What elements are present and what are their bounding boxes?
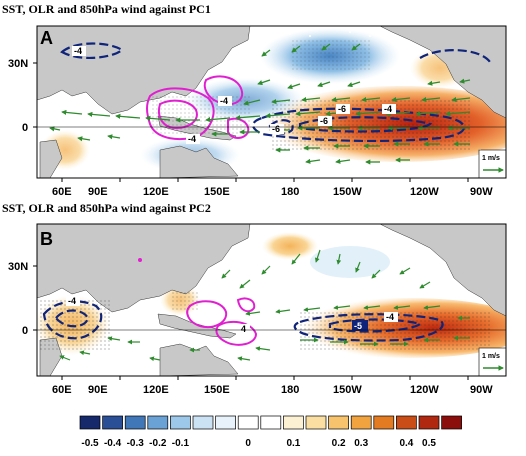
- lat-tick-label: 30N: [8, 261, 28, 273]
- colorbar-box: [215, 415, 236, 430]
- colorbar-box: [260, 415, 282, 430]
- colorbar-label: 0.5: [422, 438, 436, 449]
- wind-vectors: [59, 249, 470, 362]
- lon-tick-label: 150W: [333, 384, 362, 396]
- olr-negative-contours: [60, 42, 491, 143]
- land-asia: [37, 224, 251, 313]
- contour-label: -4: [384, 104, 392, 114]
- colorbar-box: [192, 415, 214, 430]
- lon-tick-label: 120E: [143, 384, 169, 396]
- colorbar-box: [147, 415, 169, 430]
- panel-a-label: A: [40, 28, 53, 48]
- lon-tick-label: 120W: [410, 186, 439, 198]
- contour-label: -4: [68, 296, 76, 306]
- panel-b-lon-labels: 60E 90E 120E 150E 180 150W 120W 90W: [52, 384, 493, 396]
- lon-tick-label: 60E: [52, 384, 72, 396]
- panel-b-label: B: [40, 229, 53, 249]
- colorbar-label: 0.2: [332, 438, 346, 449]
- land-australia: [159, 145, 239, 178]
- colorbar-labels: -0.5 -0.4 -0.3 -0.2 -0.1 0 0.1 0.2 0.3 0.4 0.5: [81, 438, 436, 449]
- panel-b-contour-labels: -5 -4 -4 4: [66, 296, 398, 334]
- panel-b-ticks: [33, 265, 469, 380]
- panel-a-map: -6 -4 -6 -6 -4 -4 -4 1 m/s: [37, 26, 506, 178]
- colorbar-box: [305, 415, 327, 430]
- colorbar-box: [124, 415, 146, 430]
- colorbar-label: -0.2: [149, 438, 167, 449]
- contour-label: -4: [188, 134, 196, 144]
- colorbar-box: [418, 415, 440, 430]
- lon-tick-label: 120E: [143, 186, 169, 198]
- panel-b-reference-vector: 1 m/s: [478, 347, 506, 376]
- lon-tick-label: 150E: [204, 384, 230, 396]
- colorbar-label: 0.4: [399, 438, 413, 449]
- panel-a-reference-vector: 1 m/s: [478, 149, 506, 178]
- colorbar-label: 0: [245, 438, 251, 449]
- contour-label: -5: [354, 321, 362, 331]
- lon-tick-label: 60E: [52, 186, 72, 198]
- colorbar-label: -0.5: [81, 438, 99, 449]
- colorbar-box: [237, 415, 259, 430]
- lon-tick-label: 90W: [470, 186, 493, 198]
- contour-label: -6: [338, 104, 346, 114]
- contour-label: 4: [241, 324, 246, 334]
- colorbar-box: [328, 415, 349, 430]
- panel-a-lon-labels: 60E 90E 120E 150E 180 150W 120W 90W: [52, 186, 493, 198]
- contour-label: -4: [220, 96, 228, 106]
- lon-tick-label: 180: [281, 186, 299, 198]
- lon-tick-label: 90E: [88, 384, 108, 396]
- land-north-america: [379, 26, 506, 119]
- wind-vectors: [49, 43, 471, 165]
- colorbar-label: 0.3: [354, 438, 368, 449]
- colorbar-label: -0.3: [127, 438, 145, 449]
- contour-label: -6: [272, 124, 280, 134]
- lat-tick-label: 0: [22, 122, 28, 134]
- colorbar-box: [79, 415, 101, 430]
- lon-tick-label: 120W: [410, 384, 439, 396]
- colorbar-box: [396, 415, 417, 430]
- lon-tick-label: 180: [281, 384, 299, 396]
- contour-label: -4: [74, 46, 82, 56]
- contour-label: -4: [386, 312, 394, 322]
- colorbar-box: [441, 415, 462, 430]
- land-north-america: [379, 224, 506, 317]
- land-australia: [159, 343, 239, 376]
- contour-label: -6: [320, 116, 328, 126]
- lon-tick-label: 90W: [470, 384, 493, 396]
- colorbar-label: -0.1: [172, 438, 190, 449]
- panel-a-frame: [36, 25, 507, 179]
- lat-tick-label: 30N: [8, 58, 28, 70]
- colorbar-label: -0.4: [104, 438, 122, 449]
- lon-tick-label: 90E: [88, 186, 108, 198]
- colorbar-box: [373, 415, 395, 430]
- panel-a-ticks: [33, 62, 469, 182]
- colorbar-box: [283, 415, 304, 430]
- olr-positive-contours: [186, 297, 258, 346]
- panel-b-frame: [36, 223, 507, 377]
- panel-a-contour-labels: -6 -4 -6 -6 -4 -4 -4: [72, 46, 396, 144]
- reference-vector-label: 1 m/s: [482, 155, 500, 162]
- lon-tick-label: 150E: [204, 186, 230, 198]
- reference-vector-label: 1 m/s: [482, 353, 500, 360]
- colorbar-box: [350, 415, 372, 430]
- land-africa: [39, 139, 63, 178]
- panel-a-title: SST, OLR and 850hPa wind against PC1: [2, 2, 211, 16]
- panel-b-title: SST, OLR and 850hPa wind against PC2: [2, 201, 211, 215]
- lon-tick-label: 150W: [333, 186, 362, 198]
- colorbar-label: 0.1: [286, 438, 300, 449]
- colorbar: [79, 415, 462, 430]
- lat-tick-label: 0: [22, 325, 28, 337]
- colorbar-box: [102, 415, 123, 430]
- panel-b-map: -5 -4 -4 4 1 m/s: [37, 224, 506, 376]
- colorbar-box: [170, 415, 191, 430]
